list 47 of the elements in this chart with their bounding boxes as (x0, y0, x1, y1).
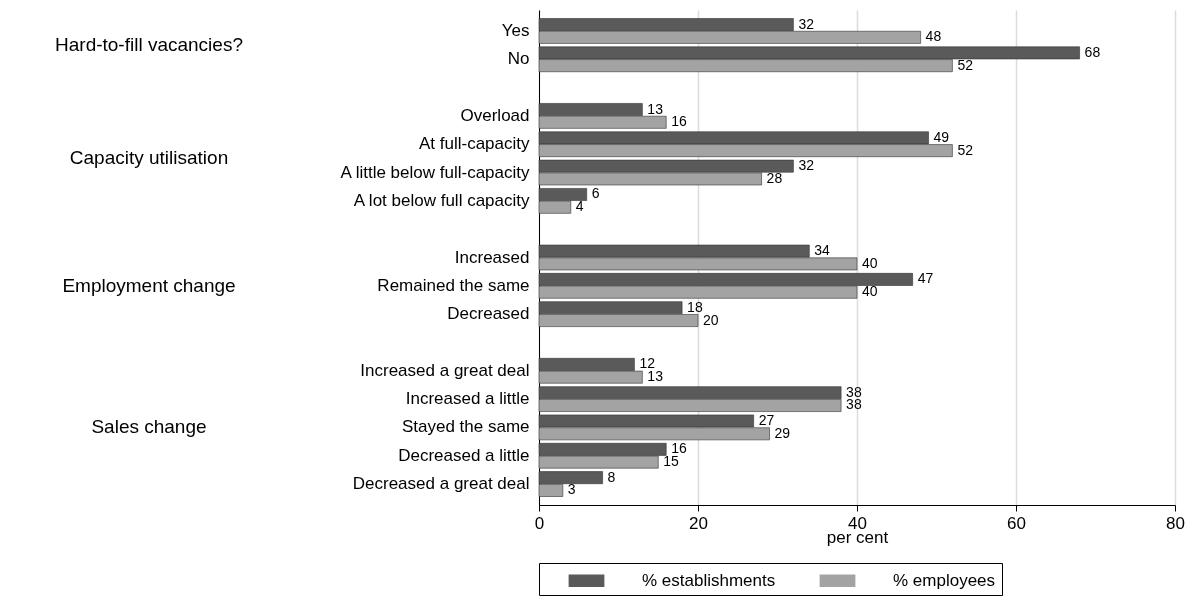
y-tick-label: A lot below full capacity (353, 190, 530, 210)
x-tick-label: 60 (1007, 513, 1026, 533)
y-tick-label: Decreased (447, 304, 530, 324)
data-label: 13 (647, 100, 664, 117)
legend-label: % employees (893, 570, 996, 590)
x-tick-label: 20 (689, 513, 708, 533)
y-tick-label: Increased (454, 247, 530, 267)
x-tick-label: 0 (534, 513, 545, 533)
y-tick-label: Decreased a little (398, 445, 530, 465)
text: Hard-to-fill vacancies? (55, 34, 243, 56)
y-tick-label: No (507, 49, 530, 69)
data-label: 40 (862, 283, 878, 300)
data-label: 29 (774, 424, 791, 441)
text: Capacity utilisation (69, 147, 229, 169)
data-label: 47 (917, 270, 934, 287)
y-tick-label: Increased a little (405, 389, 530, 409)
x-tick-label: 40 (848, 513, 867, 533)
data-label: 18 (687, 298, 703, 315)
y-tick-label: Stayed the same (401, 417, 530, 437)
data-label: 32 (798, 157, 815, 174)
text: Employment change (62, 274, 236, 296)
data-label: 28 (766, 169, 783, 186)
text: Sales change (91, 416, 207, 438)
data-label: 52 (957, 56, 974, 73)
data-label: 4 (575, 198, 584, 215)
data-label: 32 (798, 15, 815, 32)
data-label: 3 (567, 481, 576, 498)
data-label: 48 (925, 28, 942, 45)
y-tick-label: Overload (460, 105, 530, 125)
data-label: 27 (758, 412, 775, 429)
y-tick-label: Increased a great deal (360, 360, 530, 380)
y-tick-label: A little below full-capacity (340, 162, 530, 182)
data-label: 52 (957, 141, 974, 158)
data-label: 16 (671, 113, 687, 130)
y-tick-label: At full-capacity (418, 134, 530, 154)
data-label: 34 (814, 242, 831, 259)
data-label: 8 (607, 468, 616, 485)
data-label: 6 (591, 185, 600, 202)
x-tick-label: 80 (1166, 513, 1185, 533)
data-label: 40 (862, 254, 878, 271)
data-label: 20 (703, 311, 719, 328)
legend-label: % establishments (642, 570, 776, 590)
y-tick-label: Remained the same (377, 275, 530, 295)
y-tick-label: Decreased a great deal (352, 474, 530, 494)
data-label: 49 (933, 128, 950, 145)
y-tick-label: Yes (501, 20, 530, 40)
data-label: 68 (1084, 43, 1101, 60)
